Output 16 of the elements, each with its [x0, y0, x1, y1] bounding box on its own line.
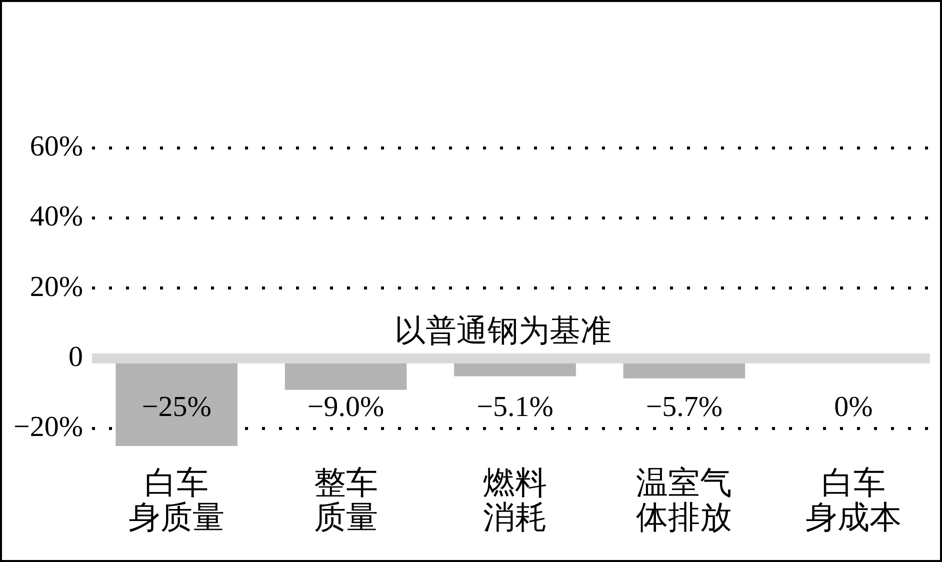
- ref-line-label: 以普通钢为基准: [394, 312, 612, 348]
- x-tick-label: 白车身成本: [805, 464, 902, 536]
- data-label: −9.0%: [307, 390, 384, 423]
- data-label: 0%: [834, 390, 873, 423]
- x-tick-label: 温室气体排放: [636, 464, 732, 536]
- y-tick-label: −20%: [13, 411, 83, 444]
- y-tick-label: 0: [68, 340, 83, 373]
- x-tick-label: 白车身质量: [128, 464, 225, 536]
- data-label: −5.1%: [476, 390, 554, 423]
- x-tick-label: 整车质量: [314, 464, 378, 536]
- data-label: −5.7%: [646, 390, 723, 423]
- y-tick-label: 20%: [30, 270, 83, 303]
- y-tick-label: 60%: [30, 130, 83, 163]
- y-tick-label: 40%: [30, 200, 83, 233]
- x-tick-label: 燃料消耗: [483, 464, 547, 536]
- data-label: −25%: [142, 390, 212, 423]
